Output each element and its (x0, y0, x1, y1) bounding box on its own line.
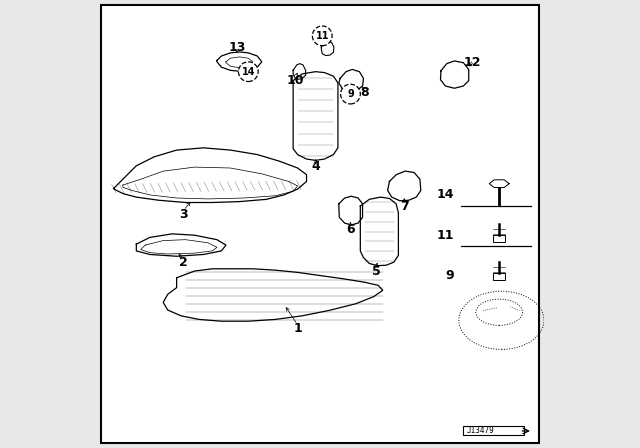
Text: 10: 10 (287, 74, 304, 87)
Text: 12: 12 (463, 56, 481, 69)
Polygon shape (339, 69, 364, 91)
Text: 11: 11 (437, 228, 454, 242)
Polygon shape (321, 41, 334, 56)
Text: 3: 3 (179, 207, 188, 221)
Text: 5: 5 (372, 264, 380, 278)
Text: 1: 1 (293, 322, 302, 335)
Text: 9: 9 (347, 89, 354, 99)
Text: 8: 8 (360, 86, 369, 99)
Polygon shape (136, 234, 226, 256)
Polygon shape (217, 52, 262, 71)
Polygon shape (339, 196, 362, 225)
Bar (493, 273, 506, 280)
Polygon shape (163, 269, 383, 321)
Polygon shape (293, 64, 306, 79)
Text: 7: 7 (400, 199, 408, 213)
Text: 14: 14 (241, 67, 255, 77)
Text: 2: 2 (179, 255, 188, 269)
Polygon shape (114, 148, 307, 202)
Circle shape (340, 84, 360, 104)
Bar (463, 426, 524, 435)
Polygon shape (388, 171, 421, 201)
Polygon shape (360, 197, 398, 266)
Circle shape (239, 62, 258, 82)
Polygon shape (490, 180, 509, 188)
Text: 6: 6 (346, 223, 355, 236)
Text: 9: 9 (446, 269, 454, 282)
Bar (493, 235, 506, 242)
Text: 14: 14 (437, 188, 454, 202)
Text: 4: 4 (311, 160, 320, 173)
Text: J13479: J13479 (467, 426, 495, 435)
Circle shape (312, 26, 332, 46)
Text: 13: 13 (228, 40, 246, 54)
Polygon shape (440, 61, 468, 88)
Text: 11: 11 (316, 31, 329, 41)
Polygon shape (293, 72, 338, 160)
